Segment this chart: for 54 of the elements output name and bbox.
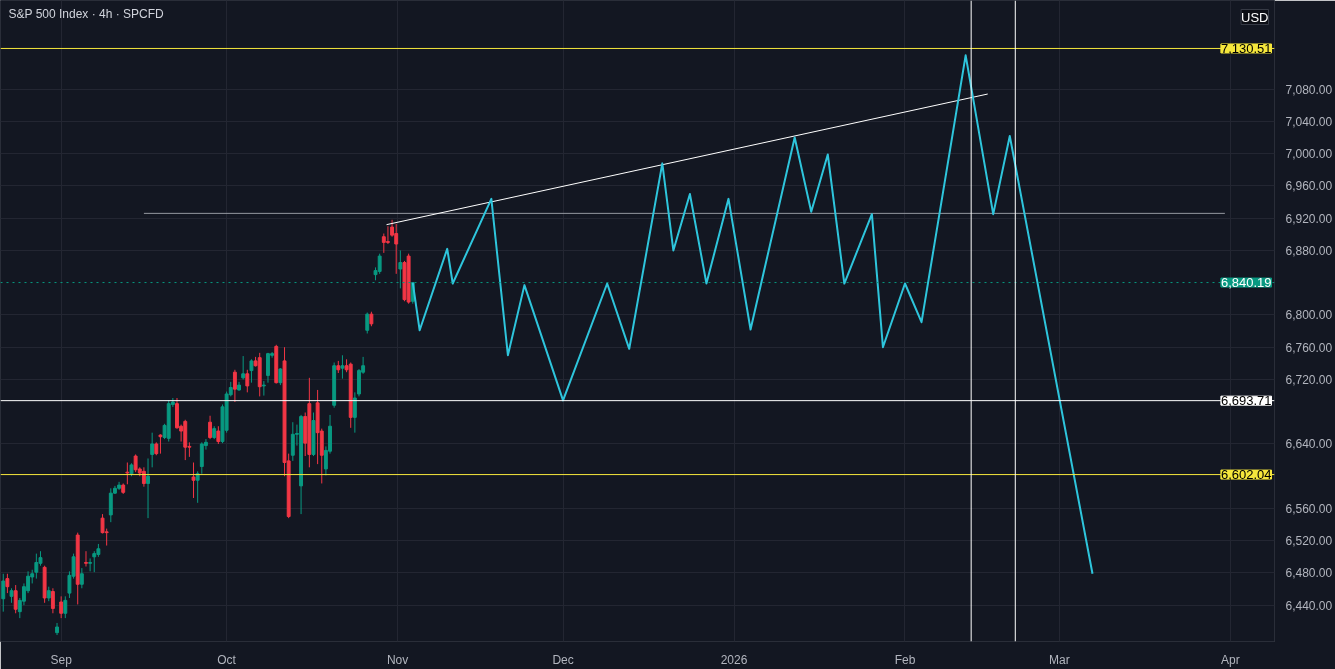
candlestick [146,457,150,519]
y-tick-label: 6,520.00 [1285,534,1333,549]
candlestick [249,358,254,384]
y-tick-label: 7,000.00 [1285,147,1333,162]
candlestick [108,487,113,523]
y-tick-label: 6,560.00 [1285,501,1333,516]
ref-line-label: 6,840.19 [1220,275,1272,291]
y-tick-label: 7,040.00 [1285,114,1333,129]
y-tick-label: 7,080.00 [1285,82,1333,97]
candlestick [191,462,196,499]
x-tick-label: Feb [894,652,916,667]
candlestick [92,550,97,573]
candlestick [340,354,345,380]
candlestick [241,355,246,380]
y-tick-label: 6,440.00 [1285,598,1333,613]
y-tick-label: 6,480.00 [1285,566,1333,581]
x-tick-label: Mar [1049,652,1070,667]
x-tick-label: Nov [386,652,409,667]
candlestick [245,369,250,393]
candlestick [34,553,39,580]
y-tick-label: 6,760.00 [1285,340,1333,355]
candlestick [199,441,204,475]
candlestick [377,253,382,275]
candlestick [195,470,200,504]
ref-line-label: 6,602.04 [1220,467,1272,483]
y-tick-label: 6,640.00 [1285,437,1333,452]
y-tick-label: 6,920.00 [1285,211,1333,226]
line-series [411,54,1094,575]
annotation: USD [1241,9,1269,25]
ref-line-label: 6,693.71 [1220,393,1272,409]
candlestick [88,557,93,572]
x-tick-label: 2026 [720,652,748,667]
candlestick [59,595,64,619]
text: S&P 500 Index · 4h · SPCFD [8,6,165,21]
y-tick-label: 6,800.00 [1285,308,1333,323]
candlestick [266,352,270,384]
x-tick-label: Oct [217,652,237,667]
candlestick [290,421,295,462]
y-tick-label: 6,960.00 [1285,179,1333,194]
ref-line-label: 7,130.51 [1220,40,1272,56]
candlestick [385,225,390,245]
candlestick [1,573,6,613]
y-tick-label: 6,720.00 [1285,372,1333,387]
y-tick-label: 6,880.00 [1285,243,1333,258]
candlestick [158,433,163,455]
candlestick [79,567,84,589]
candlestick [84,550,88,568]
x-tick-label: Sep [50,652,73,667]
candlestick [394,223,399,275]
candlestick [63,595,68,619]
x-tick-label: Apr [1221,652,1240,667]
candlestick [5,573,10,594]
x-tick-label: Dec [552,652,574,667]
candlestick [352,391,357,434]
